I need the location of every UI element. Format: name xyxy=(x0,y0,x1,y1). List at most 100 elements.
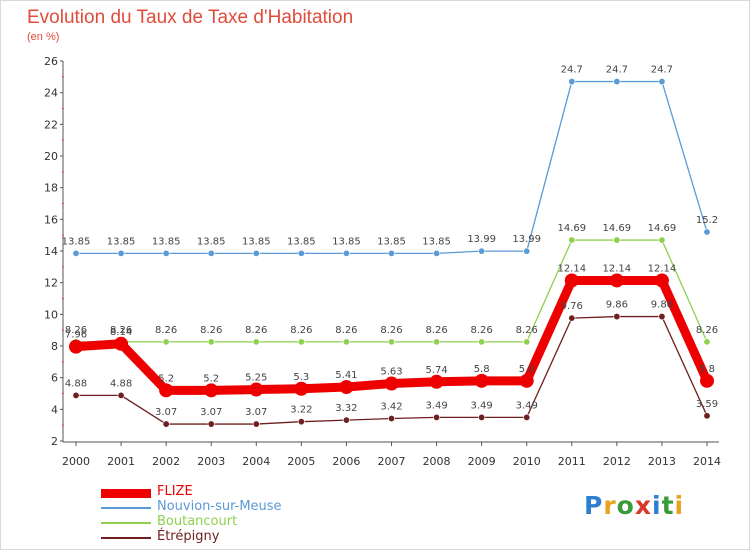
data-label: 3.59 xyxy=(696,399,718,410)
x-tick-label: 2000 xyxy=(62,455,90,468)
data-label: 5.3 xyxy=(293,372,309,383)
proxiti-logo: Proxiti xyxy=(584,491,684,520)
data-label: 3.42 xyxy=(380,402,402,413)
data-label: 3.07 xyxy=(245,407,267,418)
x-tick-label: 2008 xyxy=(423,455,451,468)
data-label: 8.26 xyxy=(200,325,222,336)
data-point xyxy=(252,338,260,346)
y-tick-label: 16 xyxy=(44,213,58,226)
data-label: 12.14 xyxy=(603,263,632,274)
data-point xyxy=(523,413,531,421)
data-point xyxy=(69,339,83,354)
data-label: 24.7 xyxy=(651,65,673,76)
data-point xyxy=(433,413,441,421)
data-point xyxy=(658,78,666,86)
data-label: 8.26 xyxy=(696,325,718,336)
x-tick-label: 2002 xyxy=(152,455,180,468)
y-tick-label: 24 xyxy=(44,87,58,100)
data-label: 13.85 xyxy=(152,236,181,247)
data-label: 8.14 xyxy=(110,327,132,338)
y-tick-label: 18 xyxy=(44,182,58,195)
data-point xyxy=(700,373,714,388)
y-tick-label: 10 xyxy=(44,308,58,321)
y-tick-label: 2 xyxy=(51,435,58,448)
data-label: 24.7 xyxy=(606,65,628,76)
x-tick-label: 2011 xyxy=(558,455,586,468)
data-point xyxy=(658,313,666,321)
logo-letter: t xyxy=(661,491,675,520)
x-tick-label: 2013 xyxy=(648,455,676,468)
x-tick-label: 2010 xyxy=(513,455,541,468)
data-point xyxy=(297,338,305,346)
data-point xyxy=(387,338,395,346)
data-label: 12.14 xyxy=(648,263,677,274)
data-label: 13.85 xyxy=(422,236,451,247)
data-point xyxy=(429,374,444,389)
legend-label: FLIZE xyxy=(157,484,193,499)
data-point xyxy=(568,314,576,322)
data-label: 3.49 xyxy=(425,400,447,411)
data-point xyxy=(252,420,260,428)
x-tick-label: 2014 xyxy=(693,455,721,468)
data-label: 8.26 xyxy=(110,325,132,336)
y-unit-label: (en %) xyxy=(27,31,60,43)
data-point xyxy=(297,418,305,426)
data-point xyxy=(342,249,350,257)
data-label: 8.26 xyxy=(425,325,447,336)
data-point xyxy=(387,249,395,257)
x-tick-label: 2009 xyxy=(468,455,496,468)
logo-letter: x xyxy=(634,491,652,520)
data-label: 9.76 xyxy=(561,301,583,312)
data-label: 3.07 xyxy=(155,407,177,418)
data-label: 5.25 xyxy=(245,373,267,384)
y-tick-label: 4 xyxy=(51,403,58,416)
data-label: 15.2 xyxy=(696,215,718,226)
legend-label: Nouvion-sur-Meuse xyxy=(157,499,282,514)
x-tick-label: 2004 xyxy=(242,455,270,468)
data-label: 9.86 xyxy=(651,300,673,311)
data-label: 13.85 xyxy=(107,236,136,247)
data-point xyxy=(114,336,129,351)
data-point xyxy=(478,413,486,421)
data-label: 13.85 xyxy=(332,236,361,247)
x-tick-label: 2005 xyxy=(287,455,315,468)
data-label: 8.26 xyxy=(516,325,538,336)
data-label: 3.49 xyxy=(516,400,538,411)
data-label: 5.8 xyxy=(474,364,490,375)
legend-swatch xyxy=(101,537,151,539)
data-point xyxy=(703,228,711,236)
data-label: 13.85 xyxy=(242,236,271,247)
data-point xyxy=(207,338,215,346)
data-point xyxy=(162,338,170,346)
data-label: 3.07 xyxy=(200,407,222,418)
x-tick-label: 2012 xyxy=(603,455,631,468)
x-tick-label: 2007 xyxy=(378,455,406,468)
data-label: 3.49 xyxy=(471,400,493,411)
data-point xyxy=(703,338,711,346)
data-label: 3.32 xyxy=(335,403,357,414)
data-point xyxy=(207,249,215,257)
data-point xyxy=(117,249,125,257)
data-label: 3.22 xyxy=(290,405,312,416)
y-tick-label: 14 xyxy=(44,245,58,258)
x-tick-label: 2003 xyxy=(197,455,225,468)
y-tick-label: 20 xyxy=(44,150,58,163)
data-label: 8.26 xyxy=(471,325,493,336)
data-point xyxy=(658,236,666,244)
data-point xyxy=(523,338,531,346)
data-label: 7.96 xyxy=(65,330,87,341)
data-point xyxy=(162,420,170,428)
data-point xyxy=(249,382,264,397)
logo-letter: o xyxy=(616,491,635,520)
data-label: 5.63 xyxy=(380,367,402,378)
x-tick-label: 2006 xyxy=(332,455,360,468)
logo-letter: r xyxy=(603,491,617,520)
data-label: 4.88 xyxy=(110,378,132,389)
data-label: 9.86 xyxy=(606,300,628,311)
data-point xyxy=(72,391,80,399)
data-label: 4.88 xyxy=(65,378,87,389)
data-point xyxy=(72,249,80,257)
data-point xyxy=(654,273,669,288)
